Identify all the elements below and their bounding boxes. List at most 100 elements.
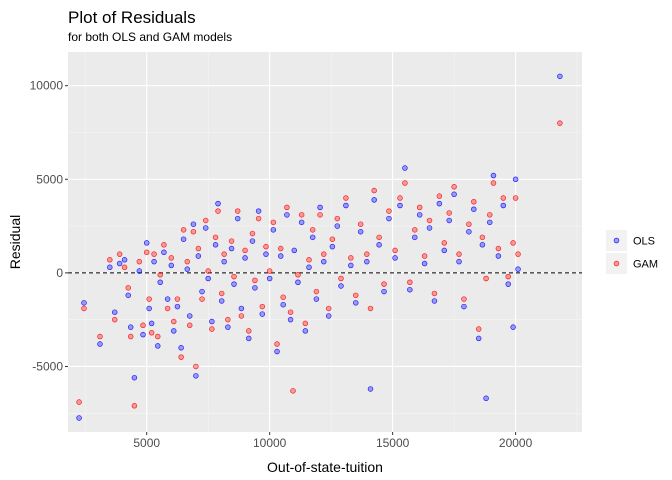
gam-point	[436, 193, 443, 199]
ols-point	[479, 242, 486, 248]
gam-point	[199, 296, 205, 302]
ols-point	[121, 257, 128, 263]
gam-point	[397, 195, 403, 201]
gam-point	[505, 273, 511, 280]
ols-point	[234, 215, 241, 222]
gam-point	[270, 219, 277, 226]
ols-point	[178, 345, 184, 351]
gam-point	[155, 333, 161, 340]
ols-point	[266, 275, 273, 282]
ols-point	[161, 249, 167, 256]
gam-point	[161, 242, 167, 248]
gam-point	[500, 195, 507, 201]
gam-point	[412, 227, 418, 233]
gam-point	[195, 245, 202, 252]
ols-point	[148, 320, 155, 327]
y-tick-label: -5000	[32, 359, 63, 373]
ols-point	[490, 172, 497, 179]
ols-point	[259, 311, 266, 317]
gam-point	[193, 363, 199, 370]
ols-point	[238, 305, 245, 312]
ols-point	[446, 217, 452, 224]
gam-point	[249, 230, 256, 237]
ols-point	[371, 197, 377, 203]
ols-point	[242, 255, 248, 261]
gam-point	[451, 184, 457, 190]
x-tick-label: 20000	[499, 436, 533, 450]
gam-point	[255, 215, 262, 222]
ols-point	[495, 253, 502, 259]
minor-gridlines	[68, 52, 582, 432]
ols-point	[131, 374, 138, 381]
ols-point	[287, 316, 294, 323]
ols-point	[81, 300, 87, 306]
gam-point	[209, 326, 215, 332]
gam-point	[171, 318, 177, 325]
ols-point	[249, 238, 256, 244]
ols-point	[381, 288, 387, 295]
gam-point	[280, 294, 286, 300]
ols-point	[317, 204, 323, 211]
gam-point	[290, 388, 296, 394]
gam-point	[205, 268, 211, 274]
ols-point	[209, 318, 215, 325]
x-tick-label: 15000	[376, 436, 410, 450]
gam-point	[329, 236, 336, 242]
ols-point	[483, 395, 489, 402]
x-tick-label: 5000	[133, 436, 160, 450]
ols-point	[407, 286, 413, 293]
ols-point	[475, 335, 482, 342]
ols-point	[151, 258, 157, 265]
ols-point	[397, 202, 403, 209]
gam-point	[136, 258, 143, 265]
gam-point	[321, 251, 327, 257]
ols-point	[357, 228, 364, 235]
ols-point	[168, 262, 175, 269]
gam-point	[352, 292, 359, 299]
gam-point	[295, 272, 301, 278]
ols-point	[295, 279, 301, 285]
ols-point	[487, 219, 493, 226]
gam-point	[242, 247, 248, 254]
gam-point	[202, 217, 209, 224]
ols-point	[186, 313, 193, 319]
gam-point	[298, 212, 305, 218]
ols-point	[164, 296, 171, 302]
gam-point	[168, 255, 175, 261]
ols-point	[184, 266, 191, 272]
ols-point	[136, 268, 143, 274]
ols-point	[252, 285, 258, 291]
legend-label: OLS	[633, 236, 655, 248]
ols-point	[557, 73, 563, 80]
ols-point	[190, 221, 197, 227]
gam-point	[184, 258, 191, 265]
ols-point	[97, 341, 103, 347]
gam-point	[512, 195, 519, 201]
gam-point	[446, 210, 452, 216]
gam-point	[343, 195, 349, 201]
ols-point	[416, 212, 423, 218]
ols-point	[451, 191, 457, 198]
ols-point	[309, 234, 316, 241]
chart-subtitle: for both OLS and GAM models	[68, 30, 232, 44]
ols-point	[225, 324, 231, 330]
gam-point	[392, 247, 398, 254]
ols-point	[228, 245, 235, 252]
y-axis-ticks: -5000 0 5000 10000	[30, 79, 68, 373]
gam-point	[164, 305, 171, 312]
ols-point	[143, 240, 150, 246]
gam-point	[221, 251, 227, 257]
ols-point	[277, 253, 284, 259]
legend-key-ols	[613, 237, 620, 244]
gam-point	[441, 240, 448, 246]
gam-point	[97, 333, 103, 340]
gam-point	[495, 245, 502, 252]
gam-point	[266, 268, 273, 274]
gam-point	[402, 180, 408, 186]
gam-point	[174, 296, 181, 302]
ols-point	[367, 386, 374, 392]
ols-point	[510, 324, 516, 330]
ols-point	[231, 281, 237, 287]
ols-point	[212, 242, 219, 248]
gam-point	[238, 313, 245, 319]
